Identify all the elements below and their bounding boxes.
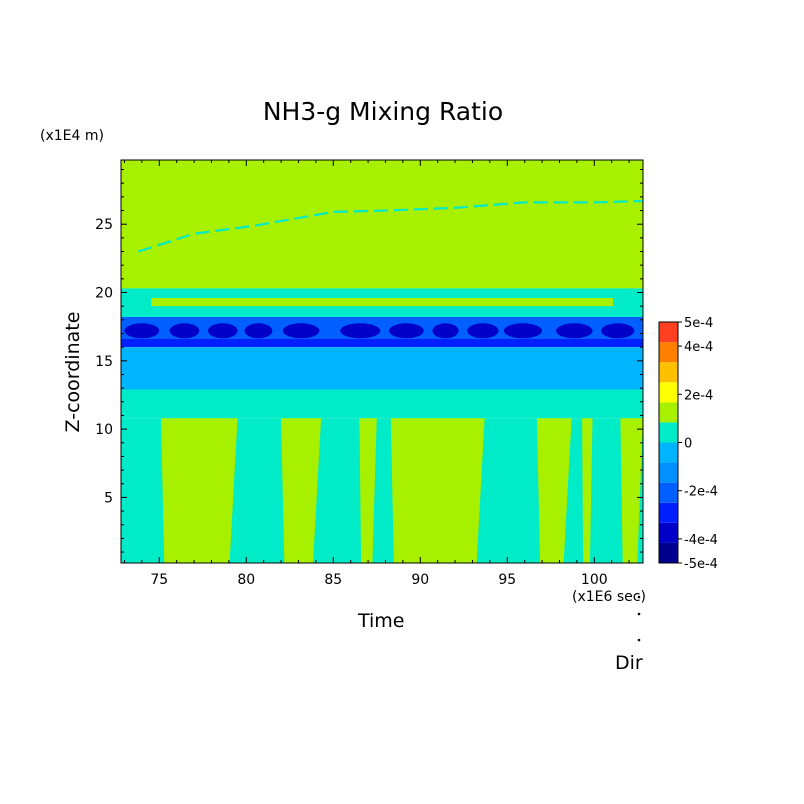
x-axis-ticks: 75 80 85 90 95 100 [123, 160, 630, 588]
x-tick-label: 85 [324, 572, 342, 588]
contour-minimum-core [388, 323, 424, 339]
x-tick-label: 95 [498, 572, 516, 588]
y-tick-label: 10 [95, 422, 113, 438]
contour-fill [121, 160, 644, 563]
chart-title: NH3-g Mixing Ratio [262, 97, 504, 126]
contour-region-zero [161, 418, 238, 563]
direction-label: Dir [615, 652, 643, 674]
contour-stripe-zero [151, 297, 613, 307]
x-tick-label: 80 [237, 572, 255, 588]
plot-border [120, 159, 644, 564]
y-tick-label: 5 [104, 490, 113, 506]
colorbar-segment [659, 542, 678, 563]
contour-minimum-core [282, 323, 320, 339]
contour-region-zero [281, 418, 322, 563]
contour-minimum-core [467, 323, 499, 339]
colorbar-segment [659, 362, 678, 383]
contour-band-upper-zero [121, 160, 643, 289]
y-axis-ticks: 5 10 15 20 25 [95, 169, 643, 553]
colorbar-tick-label: 0 [684, 437, 692, 452]
y-tick-label: 20 [95, 286, 113, 302]
contour-minimum-core [601, 323, 635, 339]
contour-region-zero [582, 418, 593, 563]
contour-region-zero [536, 418, 572, 563]
contour-minimum-core [340, 323, 381, 339]
colorbar-segment [659, 322, 678, 343]
y-tick-label: 15 [95, 354, 113, 370]
contour-minimum-core [208, 323, 238, 339]
colorbar-tick-label: -4e-4 [684, 533, 718, 548]
x-tick-label: 100 [581, 572, 608, 588]
direction-marks [637, 595, 641, 642]
colorbar-tick-label: 2e-4 [684, 388, 713, 403]
contour-region-zero [390, 418, 485, 563]
colorbar-segment [659, 402, 678, 423]
contour-minimum-core [124, 323, 160, 339]
x-axis-label: Time [358, 610, 405, 632]
contour-band-lower-negative [121, 389, 643, 419]
x-axis-unit: (x1E6 sec) [572, 589, 646, 605]
colorbar-tick-label: 5e-4 [684, 316, 713, 331]
colorbar-segment [659, 422, 678, 443]
x-tick-label: 90 [411, 572, 429, 588]
y-tick-label: 25 [95, 217, 113, 233]
contour-band-mid-negative [121, 347, 643, 390]
contour-streak [138, 199, 644, 253]
colorbar-segment [659, 442, 678, 463]
direction-dot [637, 638, 641, 642]
contour-minimum-core [169, 323, 200, 339]
colorbar-segment [659, 502, 678, 523]
y-axis-unit: (x1E4 m) [40, 128, 104, 144]
contour-minimum-core [432, 323, 459, 339]
colorbar: 5e-4 4e-4 2e-4 0 -2e-4 -4e-4 -5e-4 [658, 316, 718, 572]
colorbar-segment [659, 522, 678, 543]
colorbar-tick-label: 4e-4 [684, 340, 713, 355]
direction-dot [637, 595, 641, 599]
colorbar-segment [659, 482, 678, 503]
contour-region-zero [620, 418, 643, 563]
colorbar-segment [659, 382, 678, 403]
colorbar-segment [659, 342, 678, 363]
colorbar-tick-label: -2e-4 [684, 485, 718, 500]
contour-region-zero [359, 418, 377, 563]
colorbar-tick-label: -5e-4 [684, 557, 718, 572]
colorbar-segment [659, 462, 678, 483]
plot-frame [120, 159, 644, 564]
direction-dot [637, 612, 641, 616]
x-tick-label: 75 [150, 572, 168, 588]
contour-minimum-core [556, 323, 593, 339]
contour-minimum-core [503, 323, 543, 339]
contour-minimum-core [244, 323, 273, 339]
